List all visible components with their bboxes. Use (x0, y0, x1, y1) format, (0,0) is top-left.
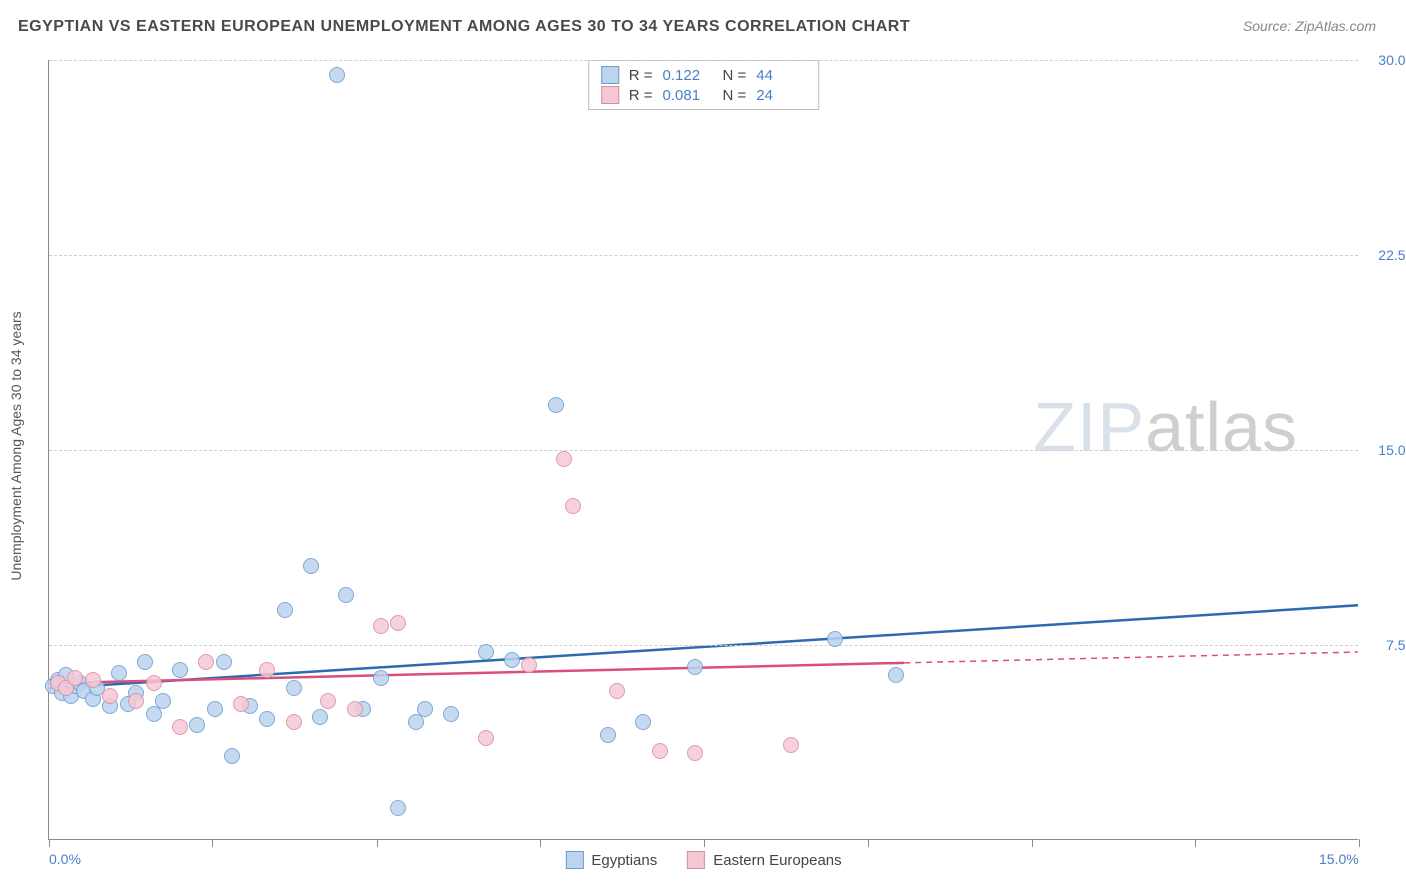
stat-n-value: 24 (756, 87, 806, 104)
legend-swatch (601, 86, 619, 104)
gridline (49, 645, 1358, 646)
chart-title: EGYPTIAN VS EASTERN EUROPEAN UNEMPLOYMEN… (18, 18, 910, 36)
data-point (652, 743, 668, 759)
xtick-mark (1195, 839, 1196, 847)
stats-legend-row: R = 0.081 N = 24 (601, 85, 807, 105)
data-point (172, 662, 188, 678)
data-point (137, 654, 153, 670)
data-point (687, 745, 703, 761)
data-point (687, 659, 703, 675)
data-point (303, 558, 319, 574)
data-point (67, 670, 83, 686)
legend-swatch (601, 66, 619, 84)
data-point (189, 717, 205, 733)
data-point (548, 397, 564, 413)
data-point (338, 587, 354, 603)
data-point (286, 714, 302, 730)
data-point (329, 67, 345, 83)
data-point (556, 451, 572, 467)
data-point (635, 714, 651, 730)
data-point (417, 701, 433, 717)
xtick-mark (1359, 839, 1360, 847)
data-point (146, 675, 162, 691)
xtick-label: 15.0% (1319, 851, 1359, 867)
data-point (390, 615, 406, 631)
stat-r-value: 0.122 (663, 67, 713, 84)
xtick-mark (377, 839, 378, 847)
data-point (600, 727, 616, 743)
data-point (111, 665, 127, 681)
data-point (827, 631, 843, 647)
data-point (102, 688, 118, 704)
data-point (128, 693, 144, 709)
legend-swatch (565, 851, 583, 869)
legend-series-name: Egyptians (591, 852, 657, 869)
data-point (373, 670, 389, 686)
xtick-mark (868, 839, 869, 847)
gridline (49, 60, 1358, 61)
data-point (783, 737, 799, 753)
xtick-mark (704, 839, 705, 847)
data-point (216, 654, 232, 670)
data-point (390, 800, 406, 816)
legend-series-name: Eastern Europeans (713, 852, 841, 869)
data-point (172, 719, 188, 735)
stat-n-label: N = (723, 67, 747, 84)
stat-r-label: R = (629, 87, 653, 104)
xtick-label: 0.0% (49, 851, 81, 867)
stats-legend: R = 0.122 N = 44 R = 0.081 N = 24 (588, 60, 820, 110)
trend-line (49, 605, 1358, 688)
gridline (49, 255, 1358, 256)
stat-r-label: R = (629, 67, 653, 84)
data-point (320, 693, 336, 709)
data-point (259, 711, 275, 727)
watermark: ZIPatlas (1033, 387, 1298, 467)
ytick-label: 7.5% (1363, 637, 1406, 653)
data-point (277, 602, 293, 618)
xtick-mark (49, 839, 50, 847)
data-point (373, 618, 389, 634)
xtick-mark (540, 839, 541, 847)
y-axis-label: Unemployment Among Ages 30 to 34 years (8, 311, 24, 580)
stat-n-label: N = (723, 87, 747, 104)
data-point (312, 709, 328, 725)
data-point (478, 644, 494, 660)
data-point (609, 683, 625, 699)
data-point (478, 730, 494, 746)
data-point (198, 654, 214, 670)
data-point (207, 701, 223, 717)
xtick-mark (1032, 839, 1033, 847)
series-legend: Egyptians Eastern Europeans (565, 851, 841, 869)
ytick-label: 15.0% (1363, 442, 1406, 458)
data-point (521, 657, 537, 673)
trend-line-dashed (904, 652, 1358, 663)
data-point (233, 696, 249, 712)
stats-legend-row: R = 0.122 N = 44 (601, 65, 807, 85)
data-point (259, 662, 275, 678)
data-point (85, 672, 101, 688)
stat-n-value: 44 (756, 67, 806, 84)
source-label: Source: ZipAtlas.com (1243, 18, 1376, 34)
data-point (155, 693, 171, 709)
xtick-mark (212, 839, 213, 847)
data-point (504, 652, 520, 668)
chart-plot-area: ZIPatlas R =0.122N =44R =0.081N =24 Egyp… (48, 60, 1358, 840)
legend-swatch (687, 851, 705, 869)
ytick-label: 22.5% (1363, 247, 1406, 263)
ytick-label: 30.0% (1363, 52, 1406, 68)
legend-item: Egyptians (565, 851, 657, 869)
stat-r-value: 0.081 (663, 87, 713, 104)
data-point (286, 680, 302, 696)
data-point (443, 706, 459, 722)
legend-item: Eastern Europeans (687, 851, 841, 869)
data-point (888, 667, 904, 683)
data-point (347, 701, 363, 717)
data-point (224, 748, 240, 764)
gridline (49, 450, 1358, 451)
data-point (565, 498, 581, 514)
